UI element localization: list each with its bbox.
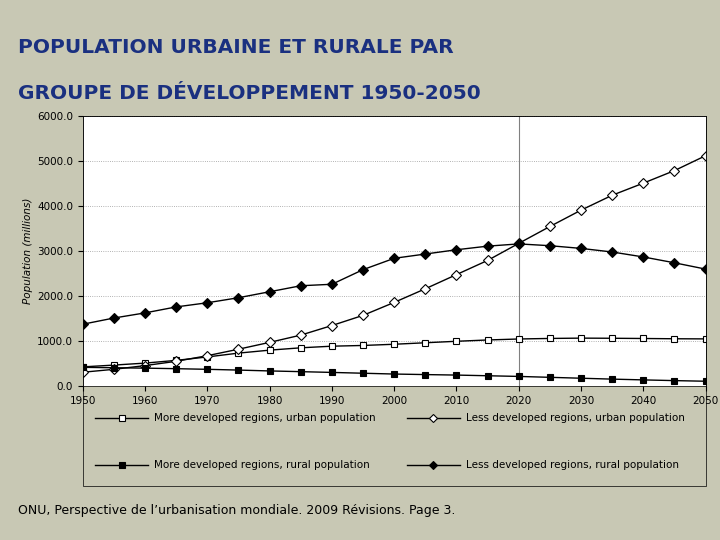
Text: More developed regions, urban population: More developed regions, urban population [154, 413, 376, 423]
Text: ONU, Perspective de l’urbanisation mondiale. 2009 Révisions. Page 3.: ONU, Perspective de l’urbanisation mondi… [18, 504, 455, 517]
Text: POPULATION URBAINE ET RURALE PAR: POPULATION URBAINE ET RURALE PAR [18, 38, 454, 57]
Y-axis label: Population (millions): Population (millions) [23, 198, 33, 304]
Text: Less developed regions, urban population: Less developed regions, urban population [466, 413, 685, 423]
Text: More developed regions, rural population: More developed regions, rural population [154, 460, 370, 470]
Text: Less developed regions, rural population: Less developed regions, rural population [466, 460, 679, 470]
Text: GROUPE DE DÉVELOPPEMENT 1950-2050: GROUPE DE DÉVELOPPEMENT 1950-2050 [18, 84, 481, 103]
